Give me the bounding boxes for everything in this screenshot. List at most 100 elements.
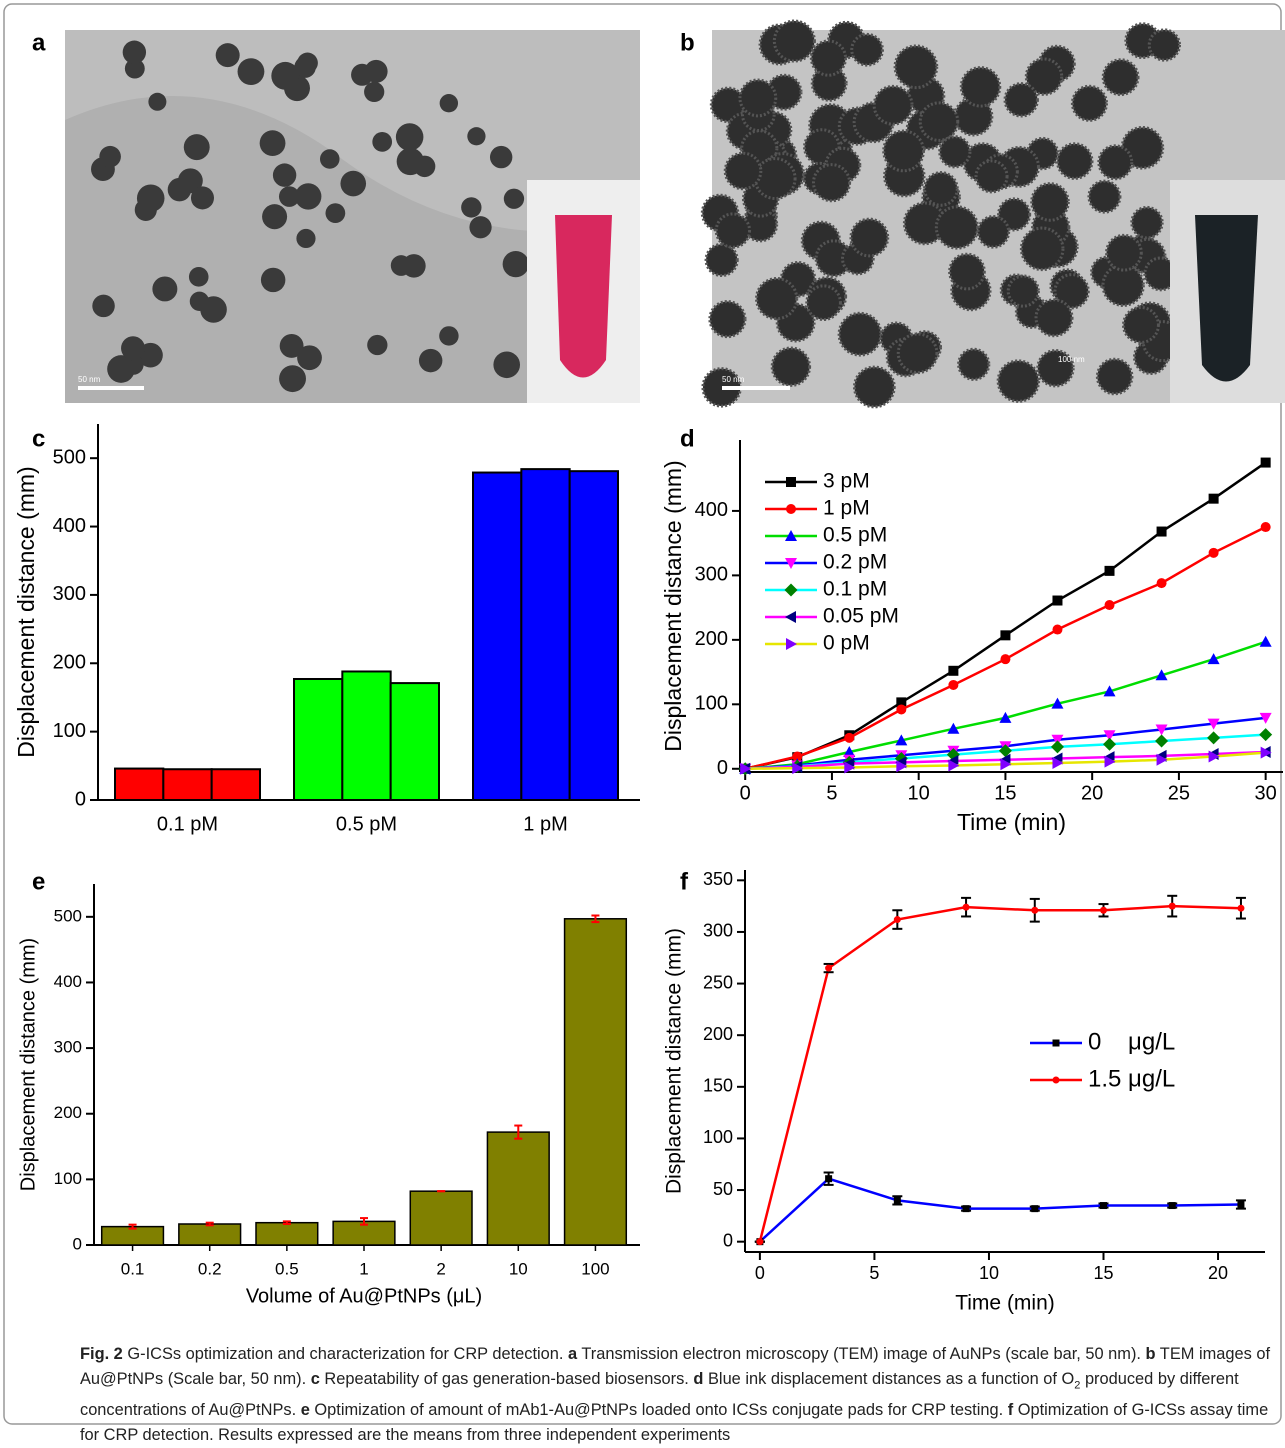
particle	[738, 78, 778, 118]
caption-text: Repeatability of gas generation-based bi…	[319, 1370, 694, 1388]
particle	[467, 127, 486, 146]
particle	[809, 39, 848, 77]
x-tick-label: 0.5 pM	[336, 813, 397, 835]
y-tick-label: 300	[703, 921, 733, 941]
particle	[107, 355, 135, 383]
y-tick-label: 200	[54, 1103, 82, 1122]
legend-label: 3 pM	[823, 470, 870, 493]
particle	[753, 157, 797, 200]
bar	[568, 470, 619, 801]
particle	[811, 163, 852, 203]
marker	[1031, 1205, 1039, 1213]
y-tick-label: 400	[54, 972, 82, 991]
x-axis-title: Time (min)	[957, 809, 1066, 835]
caption-text: e	[300, 1401, 310, 1420]
marker	[1260, 522, 1271, 533]
y-tick-label: 500	[54, 906, 82, 925]
y-axis-title: Displacement distance (mm)	[17, 938, 39, 1191]
y-tick-label: 300	[695, 564, 728, 586]
particle	[122, 40, 147, 64]
marker	[948, 679, 959, 690]
particle	[1097, 144, 1134, 181]
x-tick-label: 0.1	[121, 1259, 145, 1278]
particle	[723, 151, 763, 191]
particle	[1147, 28, 1182, 62]
caption-text: d	[693, 1370, 704, 1388]
error-bar	[205, 1221, 214, 1227]
particle	[237, 58, 265, 86]
y-axis-title: Displacement distance (mm)	[663, 928, 686, 1194]
y-tick-label: 100	[54, 1169, 82, 1188]
x-tick-label: 25	[1168, 782, 1190, 804]
marker	[947, 722, 960, 734]
marker	[740, 762, 752, 775]
particle	[167, 177, 192, 202]
particle	[259, 130, 286, 157]
x-tick-label: 20	[1081, 782, 1103, 804]
particle	[189, 291, 210, 312]
particle	[805, 284, 842, 322]
marker	[1052, 595, 1063, 606]
marker	[893, 916, 901, 924]
bar	[114, 767, 165, 802]
particle	[367, 334, 388, 356]
particle	[364, 59, 388, 83]
marker	[1259, 712, 1272, 724]
x-tick-label: 1	[359, 1259, 368, 1278]
particle	[837, 311, 883, 357]
bar	[409, 1190, 473, 1246]
legend-label: 1.5 μg/L	[1088, 1065, 1175, 1092]
particle	[493, 351, 521, 379]
error-bar	[591, 914, 600, 924]
y-tick-label: 250	[703, 972, 733, 992]
marker	[1156, 753, 1168, 766]
caption-text: produced by different concentrations of …	[80, 1370, 1239, 1420]
particle	[215, 43, 240, 68]
particle	[1006, 274, 1040, 308]
x-tick-label: 0.2	[198, 1259, 222, 1278]
caption-text: 2	[1074, 1379, 1081, 1392]
y-tick-label: 350	[703, 869, 733, 889]
particle	[439, 326, 459, 346]
particle	[124, 58, 145, 79]
bar	[389, 682, 440, 802]
x-axis-title: Time (min)	[955, 1292, 1055, 1315]
legend-marker	[786, 504, 796, 514]
particle	[502, 250, 529, 278]
marker	[825, 964, 833, 972]
panel-label: d	[680, 425, 695, 452]
x-tick-label: 15	[994, 782, 1016, 804]
y-tick-label: 0	[717, 757, 728, 779]
marker	[1260, 457, 1271, 468]
x-tick-label: 0.1 pM	[157, 813, 218, 835]
particle	[395, 123, 424, 151]
y-tick-label: 50	[713, 1179, 733, 1199]
particle	[1003, 82, 1039, 118]
particle	[469, 216, 492, 239]
particle	[959, 66, 1002, 108]
marker	[1259, 728, 1273, 742]
bar	[210, 768, 261, 802]
y-axis-title: Displacement distance (mm)	[13, 466, 39, 757]
particle	[319, 149, 340, 169]
marker	[844, 732, 855, 743]
marker	[1208, 547, 1219, 558]
y-tick-label: 0	[73, 1234, 82, 1253]
particle	[372, 132, 393, 152]
particle	[262, 204, 288, 230]
marker	[843, 746, 856, 758]
x-axis-title: Volume of Au@PtNPs (μL)	[246, 1285, 482, 1307]
particle	[948, 252, 986, 291]
particle	[1120, 125, 1165, 170]
particle	[279, 334, 304, 358]
particle	[976, 215, 1011, 249]
particle	[296, 228, 316, 249]
film	[65, 96, 640, 403]
bar	[178, 1223, 242, 1246]
marker	[1000, 758, 1012, 771]
y-tick-label: 200	[703, 1024, 733, 1044]
marker	[1207, 718, 1220, 730]
marker	[792, 762, 804, 775]
particle	[996, 359, 1041, 403]
